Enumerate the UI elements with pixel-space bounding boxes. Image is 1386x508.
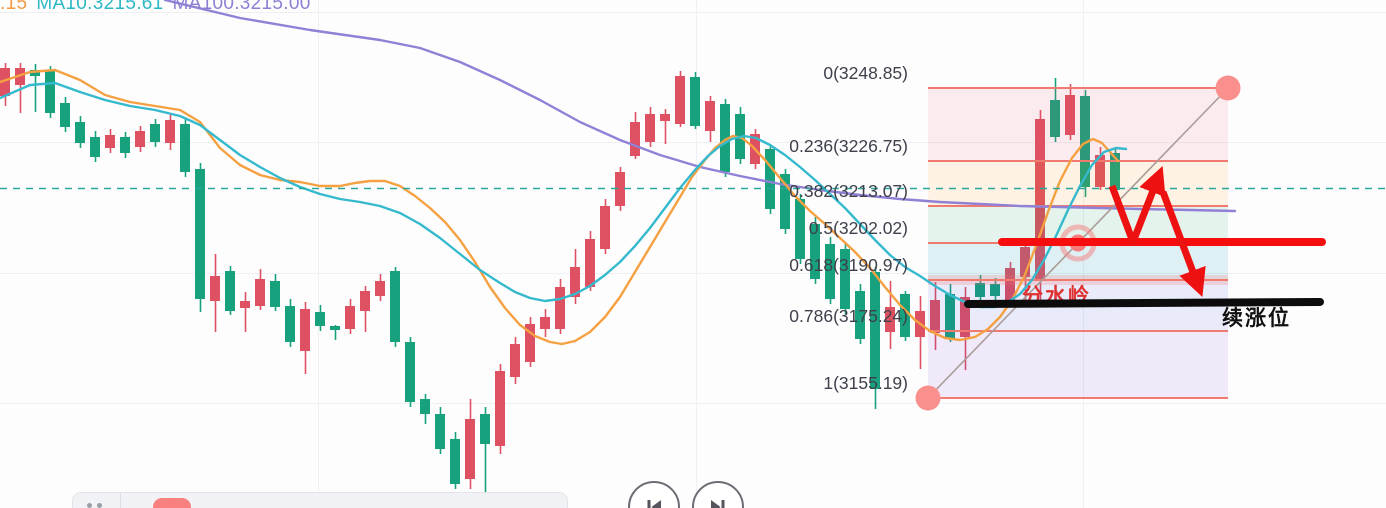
candle	[840, 249, 850, 309]
candle	[420, 399, 430, 414]
candle	[510, 344, 520, 377]
candle	[30, 70, 40, 76]
candle	[930, 300, 940, 333]
down-arrow[interactable]	[1159, 190, 1206, 298]
trend-handle-start[interactable]	[915, 385, 941, 411]
candle	[945, 294, 955, 338]
candle	[480, 414, 490, 444]
candle	[1050, 100, 1060, 137]
candle	[1005, 268, 1015, 300]
candle	[255, 279, 265, 306]
candle	[810, 224, 820, 279]
candle	[60, 103, 70, 127]
handle-dot	[87, 503, 92, 508]
candle	[720, 104, 730, 172]
black-support-line[interactable]	[964, 298, 1324, 308]
candle	[390, 271, 400, 342]
ma-indicator-legend: .15 MA10.3215.61 MA100.3215.00	[0, 0, 311, 15]
candle	[1065, 95, 1075, 135]
candle	[195, 169, 205, 299]
ma100-line	[163, 0, 1237, 213]
candle	[300, 309, 310, 351]
candle	[525, 324, 535, 362]
zigzag-up-arrow[interactable]	[1108, 166, 1166, 246]
candle	[540, 317, 550, 329]
candle	[975, 283, 985, 297]
candle	[375, 281, 385, 296]
candle	[1110, 153, 1120, 190]
candle	[165, 120, 175, 143]
ma-legend-item[interactable]: MA10.3215.61	[36, 0, 164, 14]
candle	[90, 137, 100, 157]
candle	[495, 371, 505, 446]
continue-rise-label: 续涨位	[1222, 306, 1291, 330]
candle	[225, 271, 235, 311]
bottom-toolbar[interactable]	[72, 492, 568, 508]
candle	[825, 244, 835, 299]
candle	[210, 276, 220, 301]
candle	[150, 124, 160, 142]
candle	[450, 439, 460, 484]
candle	[1080, 96, 1090, 187]
candle	[180, 124, 190, 172]
candle	[795, 199, 805, 259]
candle	[705, 101, 715, 131]
candle	[570, 267, 580, 297]
handle-dot	[97, 503, 102, 508]
candle	[855, 291, 865, 339]
candle	[270, 281, 280, 307]
fib-band	[928, 161, 1228, 206]
candle	[675, 76, 685, 124]
candle	[600, 206, 610, 249]
trend-handle-end[interactable]	[1215, 75, 1241, 101]
candle	[1095, 155, 1105, 187]
candle	[285, 306, 295, 342]
candle	[0, 68, 10, 96]
candle	[645, 114, 655, 142]
fib-band	[928, 331, 1228, 398]
candle	[780, 174, 790, 229]
candle	[1020, 247, 1030, 277]
candle	[960, 297, 970, 337]
candle	[630, 122, 640, 156]
candle	[990, 284, 1000, 296]
candle	[405, 342, 415, 402]
candle	[765, 149, 775, 209]
candle	[690, 77, 700, 126]
candle	[105, 135, 115, 148]
candle	[900, 294, 910, 337]
candle	[885, 307, 895, 332]
toolbar-drag-handle-icon[interactable]	[87, 503, 102, 508]
toolbar-active-pill-button[interactable]	[153, 498, 191, 508]
skip-to-end-icon	[711, 500, 725, 508]
candle	[135, 131, 145, 147]
candle	[120, 137, 130, 153]
skip-to-start-icon	[647, 500, 661, 508]
candle	[240, 301, 250, 308]
candle	[360, 291, 370, 311]
candle	[75, 122, 85, 143]
ma-legend-item[interactable]: MA100.3215.00	[172, 0, 311, 14]
candle	[330, 326, 340, 330]
candle	[345, 306, 355, 329]
candle	[555, 287, 565, 329]
candle	[465, 419, 475, 479]
candle	[870, 272, 880, 389]
ma-legend-item[interactable]: .15	[0, 0, 28, 14]
candle	[660, 114, 670, 121]
candle	[615, 172, 625, 206]
toolbar-divider	[120, 493, 121, 508]
candle	[1035, 119, 1045, 280]
candle	[585, 239, 595, 287]
candle	[315, 312, 325, 326]
candle	[45, 70, 55, 113]
candle	[435, 414, 445, 449]
